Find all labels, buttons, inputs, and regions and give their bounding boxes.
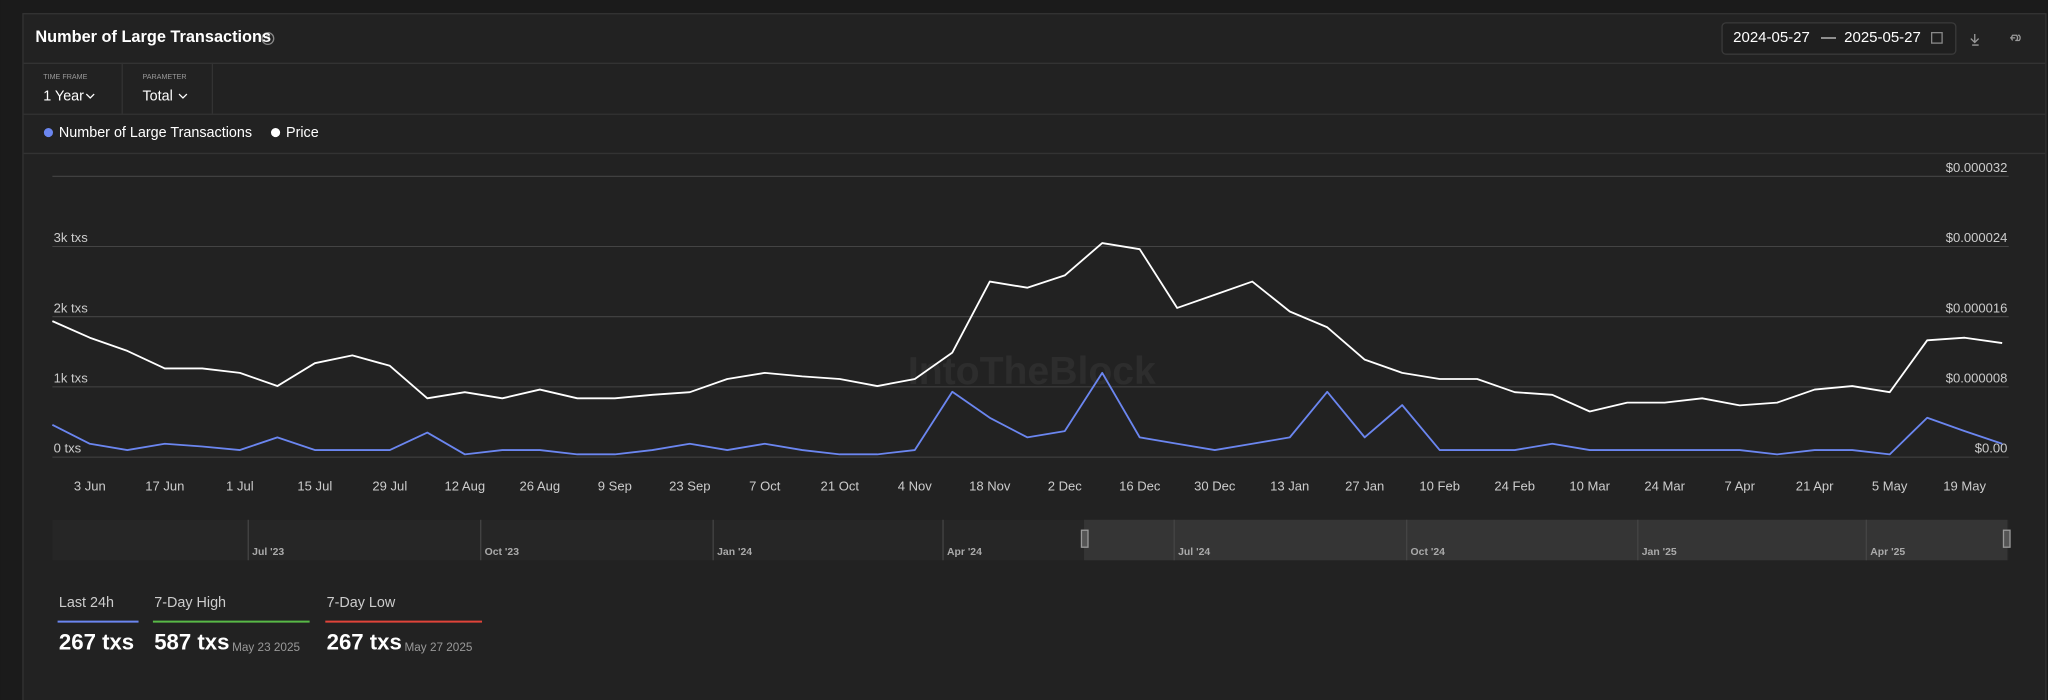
x-tick-label: 7 Oct <box>749 479 781 494</box>
y2-tick-label: $0.000008 <box>1946 371 2008 386</box>
x-tick-label: 26 Aug <box>519 479 560 494</box>
control-label: PARAMETER <box>142 73 186 81</box>
calendar-icon <box>1930 31 1943 44</box>
x-tick-label: 9 Sep <box>598 479 632 494</box>
title: Number of Large Transactions <box>35 28 271 46</box>
date-separator: — <box>1821 29 1836 46</box>
navigator-label: Jan '24 <box>717 547 752 558</box>
y-tick-label: 3k txs <box>54 230 89 245</box>
y2-tick-label: $0.000032 <box>1946 160 2008 175</box>
navigator-label: Apr '25 <box>1870 547 1905 558</box>
x-tick-label: 23 Sep <box>669 479 710 494</box>
x-tick-label: 12 Aug <box>444 479 485 494</box>
x-tick-label: 10 Mar <box>1569 479 1610 494</box>
x-tick-label: 21 Apr <box>1796 479 1834 494</box>
dropdown-chevron <box>85 93 95 99</box>
help-icon-glyph: ? <box>266 34 271 43</box>
control-label: TIME FRAME <box>43 73 87 81</box>
stat-date: May 27 2025 <box>404 641 472 654</box>
legend-label[interactable]: Price <box>286 125 319 141</box>
navigator-label: Jan '25 <box>1642 547 1677 558</box>
download-icon[interactable] <box>1970 33 1980 46</box>
x-tick-label: 5 May <box>1872 479 1908 494</box>
x-tick-label: 13 Jan <box>1270 479 1309 494</box>
link-icon[interactable] <box>2010 34 2021 42</box>
date-from: 2024-05-27 <box>1733 29 1810 46</box>
navigator-handle[interactable] <box>1080 529 1089 548</box>
y2-tick-label: $0.00 <box>1975 441 2008 456</box>
navigator-label: Jul '24 <box>1178 547 1210 558</box>
x-tick-label: 19 May <box>1943 479 1986 494</box>
x-tick-label: 29 Jul <box>372 479 407 494</box>
navigator-label: Oct '23 <box>485 547 520 558</box>
x-tick-label: 18 Nov <box>969 479 1011 494</box>
x-tick-label: 17 Jun <box>145 479 184 494</box>
legend-dot <box>270 127 281 138</box>
navigator-label: Jul '23 <box>252 547 284 558</box>
x-tick-label: 10 Feb <box>1419 479 1460 494</box>
navigator-selection[interactable] <box>1084 519 2008 561</box>
date-to: 2025-05-27 <box>1844 29 1921 46</box>
y2-tick-label: $0.000024 <box>1946 230 2008 245</box>
stat-value: 267 txs <box>59 630 134 655</box>
stat-label: Last 24h <box>59 595 114 611</box>
stat-label: 7-Day High <box>154 595 226 611</box>
stat-label: 7-Day Low <box>327 595 396 611</box>
stat-value: 267 txs <box>327 630 402 655</box>
y-tick-label: 1k txs <box>54 371 89 386</box>
y-tick-label: 0 txs <box>54 441 82 456</box>
control-value[interactable]: 1 Year <box>43 88 84 104</box>
y2-tick-label: $0.000016 <box>1946 300 2008 315</box>
dropdown-chevron <box>178 93 188 99</box>
x-tick-label: 30 Dec <box>1194 479 1236 494</box>
x-tick-label: 16 Dec <box>1119 479 1161 494</box>
help-icon[interactable] <box>261 31 275 46</box>
x-tick-label: 2 Dec <box>1048 479 1083 494</box>
x-tick-label: 7 Apr <box>1724 479 1755 494</box>
x-tick-label: 4 Nov <box>898 479 933 494</box>
x-tick-label: 3 Jun <box>74 479 106 494</box>
x-tick-label: 21 Oct <box>821 479 860 494</box>
x-tick-label: 27 Jan <box>1345 479 1384 494</box>
navigator-label: Apr '24 <box>947 547 982 558</box>
date-range-picker[interactable] <box>1721 22 1957 55</box>
watermark: IntoTheBlock <box>908 350 1156 393</box>
x-tick-label: 15 Jul <box>297 479 332 494</box>
y-tick-label: 2k txs <box>54 300 89 315</box>
navigator-handle[interactable] <box>2002 529 2011 548</box>
x-tick-label: 24 Mar <box>1644 479 1685 494</box>
series-line <box>51 371 2003 456</box>
stat-value: 587 txs <box>154 630 229 655</box>
series-line <box>51 242 2003 413</box>
legend-dot <box>43 127 54 138</box>
x-tick-label: 24 Feb <box>1494 479 1535 494</box>
navigator-label: Oct '24 <box>1411 547 1446 558</box>
control-value[interactable]: Total <box>142 88 172 104</box>
stat-date: May 23 2025 <box>232 641 300 654</box>
x-tick-label: 1 Jul <box>226 479 254 494</box>
legend-label[interactable]: Number of Large Transactions <box>59 125 252 141</box>
